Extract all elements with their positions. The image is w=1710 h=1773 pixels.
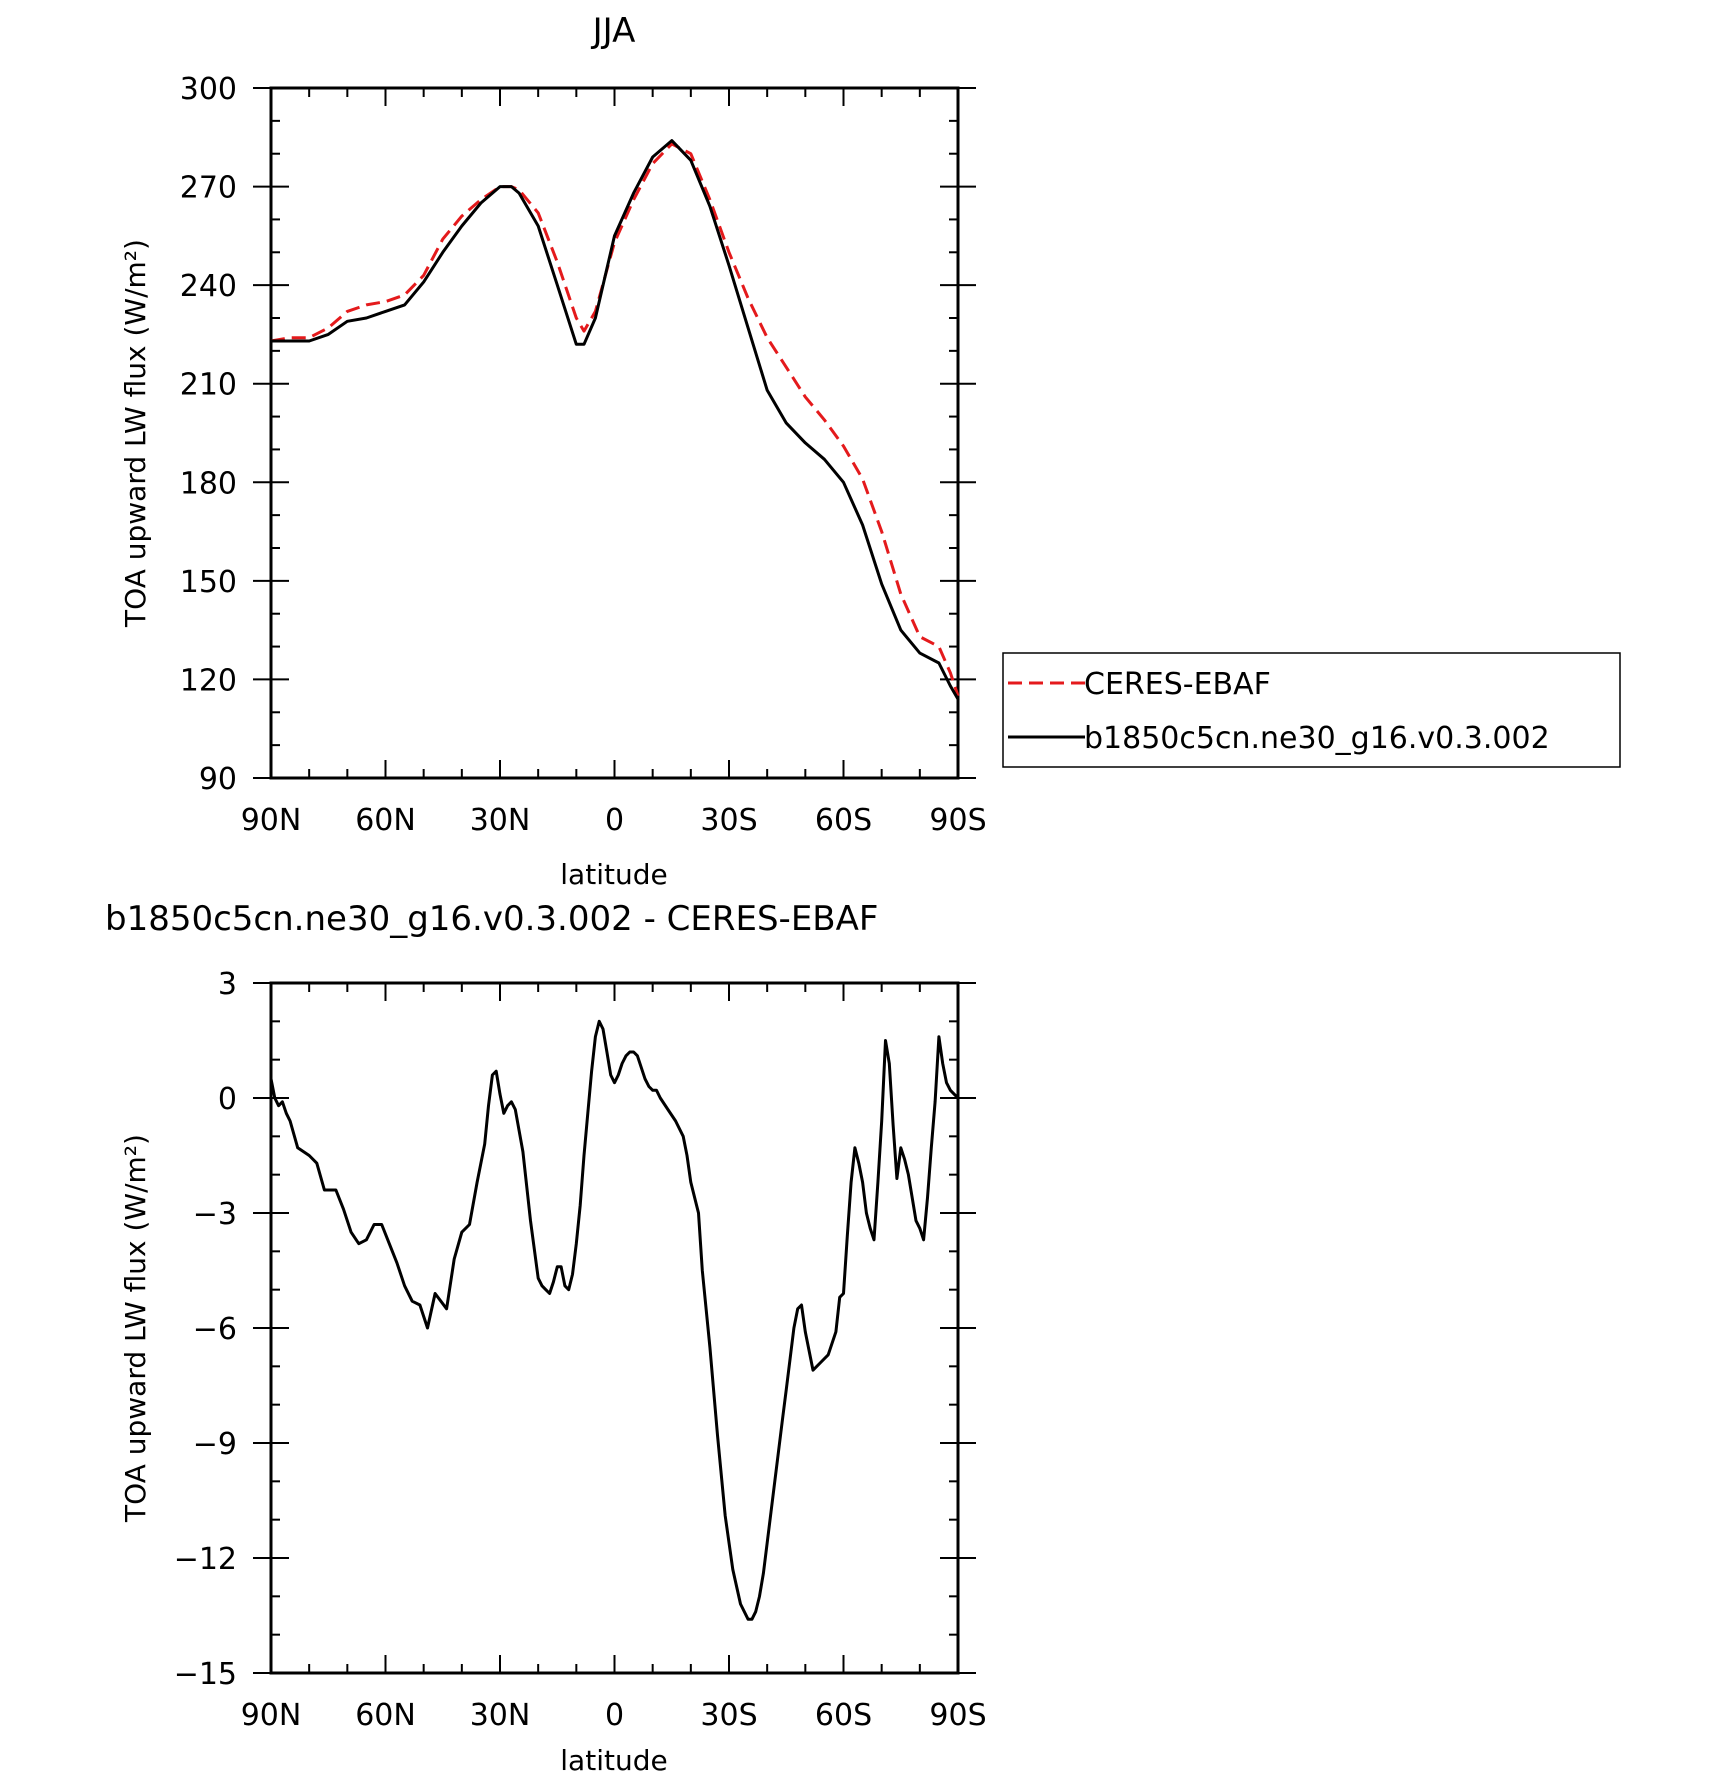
bottom-y-ticks: −15 −12 −9 −6 −3 0 3 xyxy=(174,967,976,1692)
legend-box xyxy=(1002,652,1621,768)
legend-label-model: b1850c5cn.ne30_g16.v0.3.002 xyxy=(1084,721,1550,756)
top-series-line-b1850c5cn-ne30-g16-v0-3-002 xyxy=(269,139,960,701)
legend-label-ceres-ebaf: CERES-EBAF xyxy=(1084,667,1271,702)
bottom-y-tick-label: −12 xyxy=(174,1542,237,1577)
top-y-tick-label: 150 xyxy=(180,565,237,600)
bottom-panel: b1850c5cn.ne30_g16.v0.3.002 - CERES-EBAF… xyxy=(105,899,987,1773)
bottom-series-line-difference-0 xyxy=(269,1019,960,1621)
bottom-series-layer xyxy=(269,1019,960,1621)
top-y-axis-label: TOA upward LW flux (W/m²) xyxy=(119,239,152,628)
top-y-tick-label: 240 xyxy=(180,269,237,304)
bottom-x-ticks: 90N 60N 30N 0 30S 60S 90S xyxy=(241,983,987,1733)
bottom-plot-frame xyxy=(269,981,960,1675)
top-y-tick-label: 120 xyxy=(180,663,237,698)
top-x-tick-label: 30N xyxy=(470,803,531,838)
top-y-ticks: 90 120 150 180 210 240 270 300 xyxy=(180,72,976,797)
bottom-x-tick-label: 60N xyxy=(355,1698,416,1733)
top-y-tick-label: 270 xyxy=(180,171,237,206)
top-x-axis-label: latitude xyxy=(560,858,667,891)
bottom-panel-title: b1850c5cn.ne30_g16.v0.3.002 - CERES-EBAF xyxy=(105,899,878,939)
bottom-y-tick-label: −6 xyxy=(193,1312,237,1347)
top-panel-title: JJA xyxy=(591,11,636,51)
top-x-tick-label: 0 xyxy=(605,803,624,838)
top-series-line-ceres-ebaf xyxy=(270,142,960,697)
top-y-tick-label: 300 xyxy=(180,72,237,107)
top-x-tick-label: 60N xyxy=(355,803,416,838)
bottom-x-tick-label: 0 xyxy=(605,1698,624,1733)
top-panel: JJA 90N 60N 30N 0 30S 60S 90S 90 120 150 180 210 24… xyxy=(119,11,1621,891)
bottom-x-tick-label: 30S xyxy=(700,1698,757,1733)
bottom-x-tick-label: 90S xyxy=(929,1698,986,1733)
bottom-x-tick-label: 90N xyxy=(241,1698,302,1733)
top-y-tick-label: 210 xyxy=(180,368,237,403)
bottom-y-tick-label: 0 xyxy=(218,1082,237,1117)
top-series-layer xyxy=(269,139,960,701)
top-x-ticks: 90N 60N 30N 0 30S 60S 90S xyxy=(241,88,987,838)
bottom-x-axis-label: latitude xyxy=(560,1744,667,1773)
top-x-tick-label: 30S xyxy=(700,803,757,838)
legend: CERES-EBAF b1850c5cn.ne30_g16.v0.3.002 xyxy=(1002,652,1621,768)
bottom-y-tick-label: −3 xyxy=(193,1197,237,1232)
top-x-tick-label: 90S xyxy=(929,803,986,838)
bottom-y-tick-label: −15 xyxy=(174,1657,237,1692)
bottom-x-tick-label: 60S xyxy=(815,1698,872,1733)
bottom-y-tick-label: 3 xyxy=(218,967,237,1002)
bottom-y-tick-label: −9 xyxy=(193,1427,237,1462)
bottom-x-tick-label: 30N xyxy=(470,1698,531,1733)
bottom-y-axis-label: TOA upward LW flux (W/m²) xyxy=(119,1134,152,1523)
top-x-tick-label: 90N xyxy=(241,803,302,838)
top-x-tick-label: 60S xyxy=(815,803,872,838)
top-y-tick-label: 180 xyxy=(180,466,237,501)
top-y-tick-label: 90 xyxy=(199,762,237,797)
top-plot-frame xyxy=(269,86,960,780)
